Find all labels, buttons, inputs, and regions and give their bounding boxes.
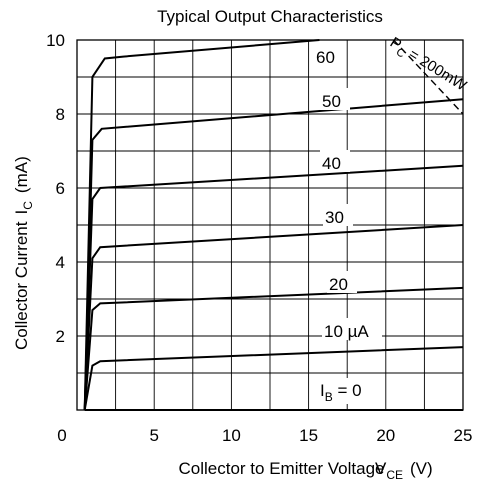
y-tick-label: 10 [46,31,65,50]
curve-label-60: 60 [316,48,335,67]
curve-label-50: 50 [322,92,341,111]
label-bg-ib0 [318,378,380,404]
y-tick-label: 2 [56,327,65,346]
curve-label-30: 30 [325,208,344,227]
curve-10-a [83,346,464,411]
curve-label-40: 40 [322,154,341,173]
y-tick-label: 6 [56,179,65,198]
x-tick-label: 5 [149,426,158,445]
x-tick-labels: 0 5 10 15 20 25 [57,426,472,445]
label-bg-60 [314,44,344,66]
x-axis-label: Collector to Emitter VoltageCE [179,459,385,478]
x-tick-label: 20 [376,426,395,445]
label-bg-20 [327,271,357,293]
label-bg-40 [320,150,350,172]
x-tick-label: 10 [222,426,241,445]
curve-label-ib0: IB = 0 [320,381,362,404]
label-bg-30 [323,204,353,226]
label-bg-10 [322,318,382,340]
curves [83,39,464,411]
y-tick-label: 4 [56,253,65,272]
power-limit-line [393,39,464,115]
x-axis-label-full: VCE (V) [375,459,433,482]
y-tick-label: 8 [56,105,65,124]
curve-label-10: 10 µA [324,322,369,341]
x-tick-label: 0 [57,426,66,445]
curve-60 [83,39,320,411]
x-tick-label: 25 [454,426,473,445]
label-bg-50 [320,88,350,110]
y-axis-label: Collector CurrentIC(mA) [12,156,35,350]
x-tick-label: 15 [299,426,318,445]
y-tick-labels: 2 4 6 8 10 [46,31,65,346]
curve-50 [83,98,464,411]
curve-20 [83,286,464,411]
curve-label-20: 20 [329,275,348,294]
chart-title: Typical Output Characteristics [157,7,383,26]
power-limit-label: PC = 200mW [385,34,470,97]
curve-30 [83,224,464,411]
